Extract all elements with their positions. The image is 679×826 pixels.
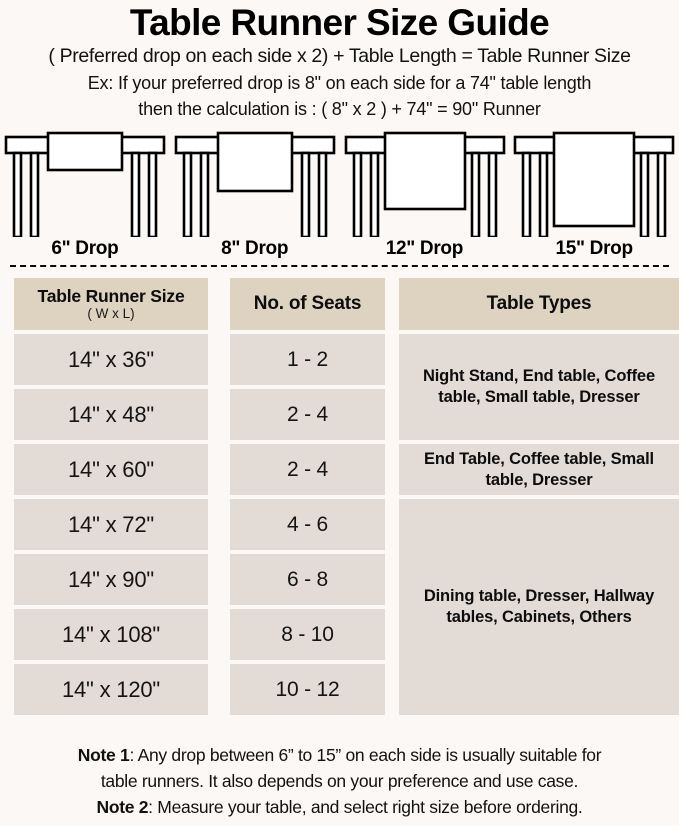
table-illustration-6in xyxy=(4,131,166,237)
note-1-label: Note 1 xyxy=(77,745,130,765)
header-block: Table Runner Size Guide ( Preferred drop… xyxy=(0,0,679,122)
table-illustration-8in xyxy=(174,131,336,237)
table-cell-seats: 4 - 6 xyxy=(230,499,385,550)
example-line-1: Ex: If your preferred drop is 8" on each… xyxy=(87,73,592,93)
header-table-types: Table Types xyxy=(399,278,679,330)
note-line-2: table runners. It also depends on your p… xyxy=(6,768,673,794)
header-table-types-label: Table Types xyxy=(486,293,592,314)
drop-labels-row: 6" Drop 8" Drop 12" Drop 15" Drop xyxy=(0,237,679,261)
table-illustration-15in xyxy=(513,131,675,237)
column-runner-size: Table Runner Size ( W x L) 14" x 36" 14"… xyxy=(14,278,208,719)
column-seats: No. of Seats 1 - 2 2 - 4 2 - 4 4 - 6 6 -… xyxy=(230,278,385,719)
column-table-types: Table Types Night Stand, End table, Coff… xyxy=(399,278,679,719)
formula-text: ( Preferred drop on each side x 2) + Tab… xyxy=(48,45,631,67)
table-cell-size: 14" x 48" xyxy=(14,389,208,440)
table-cell-seats: 1 - 2 xyxy=(230,334,385,385)
drop-label-12: 12" Drop xyxy=(385,238,464,259)
page-title: Table Runner Size Guide xyxy=(129,2,550,43)
size-table: Table Runner Size ( W x L) 14" x 36" 14"… xyxy=(14,278,679,715)
header-runner-size: Table Runner Size ( W x L) xyxy=(14,278,208,330)
table-illustration-12in xyxy=(344,131,505,237)
diagram-12-drop xyxy=(340,129,510,237)
header-seats-label: No. of Seats xyxy=(253,293,362,314)
header-seats: No. of Seats xyxy=(230,278,385,330)
diagram-8-drop xyxy=(170,129,340,237)
note-line-3: Note 2: Measure your table, and select r… xyxy=(6,794,673,820)
drop-label-15: 15" Drop xyxy=(555,238,633,259)
diagram-6-drop xyxy=(0,129,170,237)
table-cell-size: 14" x 60" xyxy=(14,444,208,495)
table-cell-size: 14" x 36" xyxy=(14,334,208,385)
note-1-continuation: table runners. It also depends on your p… xyxy=(100,771,579,791)
note-2-label: Note 2 xyxy=(96,797,149,817)
table-drop-diagrams xyxy=(0,129,679,237)
header-runner-size-main: Table Runner Size xyxy=(37,286,185,306)
example-line-2: then the calculation is : ( 8" x 2 ) + 7… xyxy=(138,99,541,119)
note-1-text: : Any drop between 6” to 15” on each sid… xyxy=(129,745,602,765)
table-cell-size: 14" x 72" xyxy=(14,499,208,550)
table-cell-seats: 8 - 10 xyxy=(230,609,385,660)
table-cell-size: 14" x 90" xyxy=(14,554,208,605)
table-cell-seats: 10 - 12 xyxy=(230,664,385,715)
table-cell-types: Night Stand, End table, Coffee table, Sm… xyxy=(399,334,679,440)
table-cell-types: End Table, Coffee table, Small table, Dr… xyxy=(399,444,679,495)
header-runner-size-sub: ( W x L) xyxy=(87,306,135,321)
diagram-15-drop xyxy=(509,129,679,237)
drop-label-8: 8" Drop xyxy=(221,238,289,259)
dashed-divider xyxy=(10,265,669,267)
table-cell-seats: 2 - 4 xyxy=(230,444,385,495)
table-cell-size: 14" x 120" xyxy=(14,664,208,715)
table-cell-seats: 6 - 8 xyxy=(230,554,385,605)
note-2-text: : Measure your table, and select right s… xyxy=(148,797,583,817)
table-cell-size: 14" x 108" xyxy=(14,609,208,660)
table-cell-seats: 2 - 4 xyxy=(230,389,385,440)
drop-label-6: 6" Drop xyxy=(51,238,119,259)
table-cell-types: Dining table, Dresser, Hallway tables, C… xyxy=(399,499,679,715)
notes-block: Note 1: Any drop between 6” to 15” on ea… xyxy=(0,742,679,820)
note-line-1: Note 1: Any drop between 6” to 15” on ea… xyxy=(6,742,673,768)
